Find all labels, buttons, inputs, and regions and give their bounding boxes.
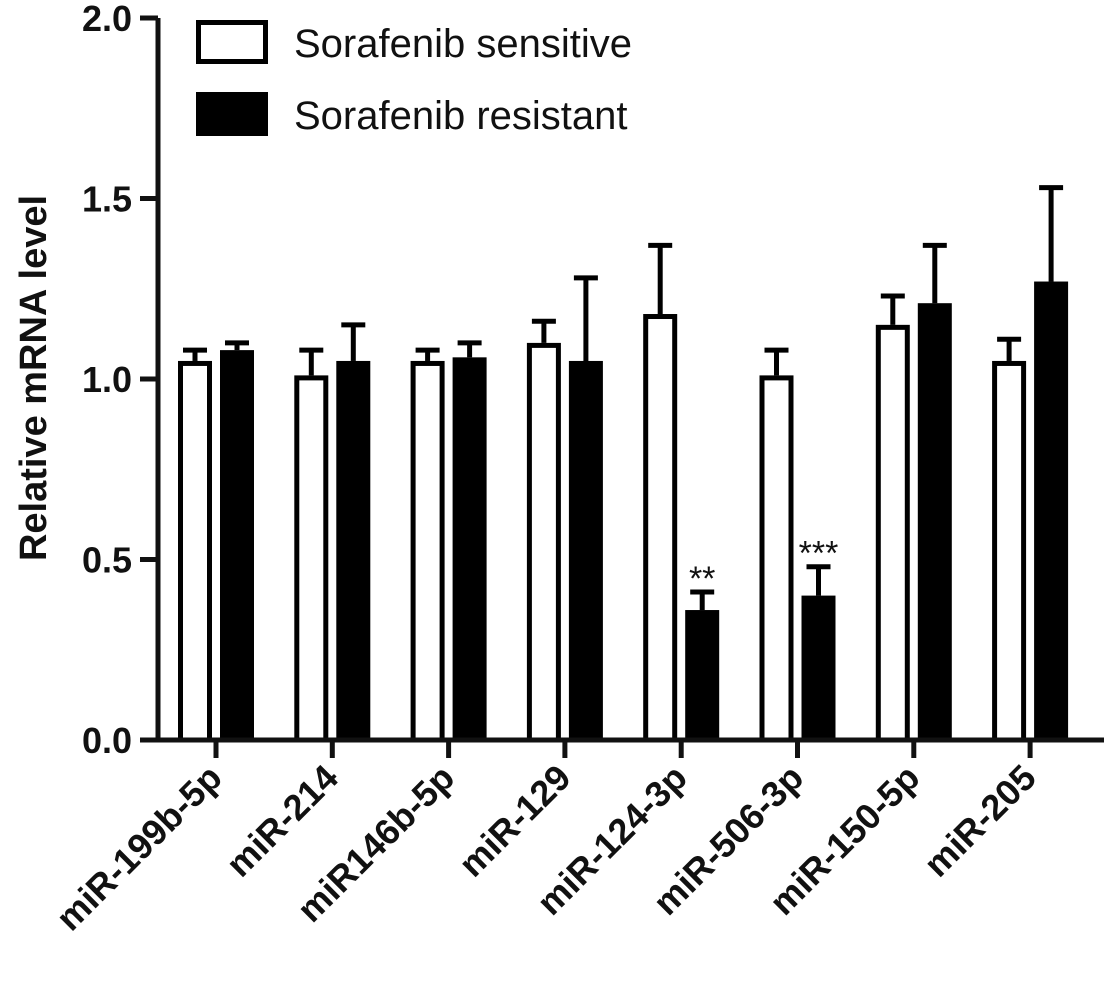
bar-sorafenib-sensitive-mir-129 (526, 342, 561, 743)
bar-sorafenib-sensitive-mir-205 (992, 360, 1027, 743)
bar-sorafenib-sensitive-mir-124-3p (643, 314, 678, 743)
bar-sorafenib-resistant-mir-214 (336, 360, 371, 740)
bar-sorafenib-resistant-mir-199b-5p (220, 350, 254, 740)
legend-label-sorafenib-sensitive: Sorafenib sensitive (294, 22, 632, 66)
bars-layer (178, 185, 1069, 743)
bar-sorafenib-resistant-mir-506-3p (801, 595, 836, 740)
bar-sorafenib-resistant-mir-150-5p (917, 303, 952, 740)
x-tick-label-mir-205: miR-205 (916, 757, 1044, 885)
y-tick-label: 0.5 (82, 540, 132, 581)
y-tick-label: 1.0 (82, 359, 132, 400)
significance-annotation: ** (689, 560, 715, 598)
bar-sorafenib-resistant-mir-205 (1034, 281, 1069, 740)
significance-annotation: *** (799, 535, 839, 573)
legend-label-sorafenib-resistant: Sorafenib resistant (294, 94, 628, 138)
bar-sorafenib-resistant-mir-124-3p (685, 610, 720, 740)
y-tick-label: 2.0 (82, 0, 132, 39)
legend-swatch-sorafenib-sensitive (196, 20, 268, 64)
x-tick-label-mir-199b-5p: miR-199b-5p (48, 757, 230, 939)
y-tick-label: 0.0 (82, 720, 132, 761)
bar-sorafenib-sensitive-mir-199b-5p (178, 360, 212, 743)
bar-sorafenib-sensitive-mir146b-5p (410, 360, 445, 743)
bar-sorafenib-sensitive-mir-214 (294, 375, 329, 743)
legend-swatch-sorafenib-resistant (196, 92, 268, 136)
bar-sorafenib-resistant-mir146b-5p (452, 357, 487, 740)
y-tick-label: 1.5 (82, 179, 132, 220)
bar-sorafenib-sensitive-mir-506-3p (759, 375, 794, 743)
annotations-layer: ***** (689, 535, 838, 598)
bar-sorafenib-sensitive-mir-150-5p (875, 324, 910, 743)
y-axis-title: Relative mRNA level (13, 195, 55, 561)
bar-sorafenib-resistant-mir-129 (568, 360, 603, 740)
legend: Sorafenib sensitive Sorafenib resistant (196, 20, 632, 138)
